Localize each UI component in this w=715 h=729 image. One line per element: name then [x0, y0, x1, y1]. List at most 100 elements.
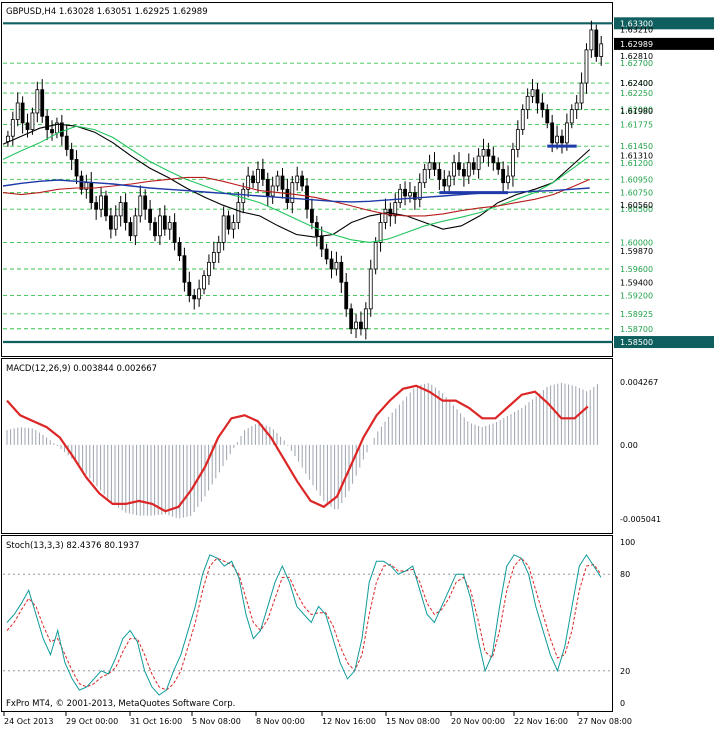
candle-body	[422, 168, 427, 184]
price-tick: 1.60560	[620, 201, 653, 210]
candle-body	[295, 175, 300, 184]
level-label-box	[614, 103, 714, 116]
macd-signal-line	[6, 384, 589, 513]
candle-body	[589, 29, 594, 51]
candle-body	[535, 89, 540, 104]
candle-body	[476, 155, 481, 170]
candle-body	[427, 162, 432, 170]
candle-body	[486, 149, 491, 157]
candle-body	[496, 162, 501, 170]
candle-body	[50, 129, 54, 134]
candle-body	[324, 248, 329, 260]
candle-body	[221, 215, 226, 243]
macd-plot: 0.004267 0.00 -0.005041	[6, 378, 661, 524]
candle-body	[211, 251, 216, 263]
level-label: 1.61450	[620, 142, 653, 151]
candle-body	[79, 175, 84, 190]
level-label-box	[614, 118, 714, 131]
price-tick: 1.59400	[620, 278, 653, 287]
macd-tick: -0.005041	[620, 515, 661, 524]
level-label-box	[614, 203, 714, 216]
candle-body	[584, 49, 589, 84]
candle-body	[128, 222, 133, 237]
candle-body	[466, 162, 471, 177]
candle-body	[579, 82, 584, 104]
candle-body	[564, 122, 569, 144]
candle-body	[501, 168, 506, 184]
overlay-ma_red	[2, 176, 590, 217]
stoch-tick: 20	[620, 667, 630, 676]
level-label-box	[614, 289, 714, 302]
candle-body	[35, 89, 40, 114]
candle-body	[305, 185, 309, 210]
candle-body	[6, 135, 10, 142]
level-label-box	[614, 173, 714, 186]
stoch-panel-frame	[1, 535, 613, 712]
candle-body	[64, 135, 69, 150]
macd-header: MACD(12,26,9) 0.003844 0.002667	[6, 364, 157, 374]
candle-body	[574, 102, 579, 111]
macd-tick: 0.00	[620, 441, 638, 450]
candle-body	[182, 255, 187, 283]
candle-body	[158, 215, 162, 237]
candle-body	[393, 202, 398, 217]
time-label: 5 Nov 08:00	[192, 717, 241, 726]
candle-body	[412, 192, 417, 200]
candle-body	[555, 135, 559, 144]
candle-body	[118, 202, 123, 217]
price-tick: 1.59870	[620, 247, 653, 256]
current-price-label: 1.62989	[620, 40, 653, 49]
level-label: 1.61775	[620, 121, 653, 130]
level-label: 1.60000	[620, 238, 653, 247]
candle-body	[172, 222, 177, 243]
candle-body	[339, 261, 344, 283]
stoch-plot: 100 80 20 0	[3, 538, 635, 708]
candle-body	[373, 242, 378, 270]
candle-body	[344, 281, 349, 310]
current-price-box	[614, 37, 714, 50]
stoch-tick: 80	[620, 570, 630, 579]
time-axis: 24 Oct 2013 29 Oct 00:00 31 Oct 16:00 5 Nov…	[3, 712, 632, 726]
candle-body	[462, 168, 466, 177]
symbol-header: GBPUSD,H4 1.63028 1.63051 1.62925 1.6298…	[6, 7, 208, 17]
level-label: 1.60500	[620, 205, 653, 214]
candle-body	[94, 202, 99, 210]
candle-body	[45, 115, 50, 130]
candle-body	[515, 129, 520, 150]
level-label-box	[614, 140, 714, 153]
price-tick: 1.62810	[620, 52, 653, 61]
candle-body	[216, 242, 221, 253]
level-label: 1.62400	[620, 79, 653, 88]
candle-body	[226, 215, 231, 230]
candle-body	[197, 288, 202, 300]
candle-body	[329, 258, 334, 270]
level-label: 1.63300	[620, 19, 653, 28]
candle-body	[40, 89, 45, 117]
stoch-tick: 0	[620, 699, 625, 708]
time-label: 20 Nov 00:00	[451, 717, 505, 726]
stoch-main-line	[6, 553, 602, 696]
level-label: 1.58700	[620, 325, 653, 334]
time-label: 31 Oct 16:00	[130, 717, 182, 726]
level-label: 1.60750	[620, 189, 653, 198]
candle-body	[108, 215, 113, 230]
candle-body	[30, 112, 35, 130]
macd-tick: 0.004267	[620, 378, 658, 387]
candle-body	[334, 261, 339, 270]
candle-body	[349, 308, 354, 330]
level-label: 1.58925	[620, 310, 653, 319]
level-label-box	[614, 87, 714, 100]
candle-body	[192, 295, 197, 300]
candle-body	[368, 268, 373, 310]
candle-body	[20, 102, 25, 124]
level-label-box	[614, 17, 714, 30]
candle-body	[417, 182, 422, 200]
stoch-tick: 100	[620, 538, 635, 547]
candle-body	[378, 222, 383, 243]
candle-body	[153, 222, 157, 237]
level-label-box	[614, 57, 714, 70]
candle-body	[236, 202, 241, 223]
candle-body	[187, 281, 192, 296]
candle-body	[432, 162, 437, 170]
